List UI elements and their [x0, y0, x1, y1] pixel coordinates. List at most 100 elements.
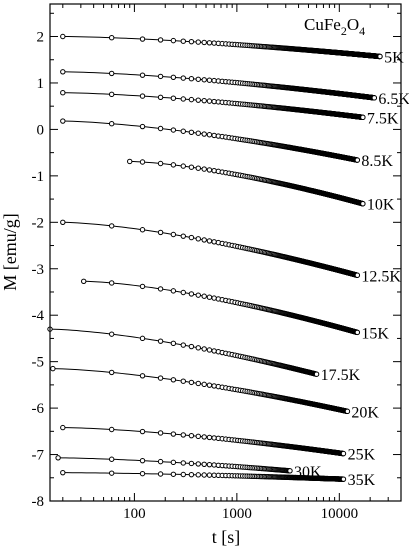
data-point [180, 378, 186, 384]
data-point [157, 160, 164, 167]
data-point [108, 456, 115, 462]
data-point [60, 90, 66, 96]
data-point [170, 471, 177, 477]
y-tick-label: 2 [37, 30, 45, 46]
data-point [195, 345, 201, 351]
data-point [108, 120, 115, 127]
data-point [206, 294, 213, 300]
data-point [201, 237, 207, 243]
data-point [211, 239, 217, 245]
series-label: 20K [351, 404, 379, 421]
data-point [127, 158, 133, 165]
data-point [108, 331, 115, 337]
data-point [188, 379, 195, 386]
data-point [211, 295, 217, 301]
data-point [206, 167, 213, 173]
data-point [340, 476, 347, 482]
data-point [201, 346, 207, 352]
data-point [170, 431, 177, 437]
series-8.5K: 8.5K [60, 118, 393, 170]
data-point [139, 123, 146, 130]
data-point [139, 72, 146, 78]
series-35K: 35K [60, 469, 376, 489]
data-point [206, 77, 213, 83]
series-label: 5K [384, 50, 404, 67]
data-point [180, 342, 186, 348]
data-point [195, 130, 201, 136]
data-point [157, 37, 164, 43]
data-point [188, 96, 195, 103]
data-point [108, 369, 115, 376]
data-point [195, 76, 201, 82]
data-point [188, 291, 195, 297]
data-point [211, 348, 217, 354]
data-point [108, 70, 115, 77]
data-point [139, 428, 146, 435]
y-tick-label: -8 [32, 494, 45, 510]
series-label: 35K [348, 472, 376, 489]
data-point [60, 219, 66, 226]
data-point [157, 338, 164, 344]
data-point [188, 129, 195, 136]
data-point [360, 201, 366, 207]
data-point [201, 131, 207, 137]
data-point [206, 461, 213, 468]
data-point [170, 459, 177, 466]
series-label: 17.5K [321, 367, 361, 384]
data-point [60, 118, 66, 124]
series-label: 25K [348, 447, 376, 464]
data-point [211, 98, 217, 105]
series-label: 12.5K [361, 268, 401, 285]
data-point [195, 380, 201, 387]
data-point [108, 35, 115, 41]
data-point [170, 95, 177, 101]
data-point [108, 426, 115, 433]
data-point [157, 375, 164, 381]
series-label: 7.5K [367, 110, 399, 127]
data-point [157, 229, 164, 236]
data-point [211, 167, 217, 174]
y-tick-label: -7 [32, 448, 45, 464]
data-point [211, 383, 217, 389]
data-point [180, 128, 186, 134]
series-line [52, 368, 348, 412]
series-label: 10K [367, 197, 395, 214]
y-tick-label: -1 [32, 169, 45, 185]
data-point [211, 435, 217, 441]
series-line [83, 280, 358, 333]
data-point [60, 33, 66, 40]
data-point [170, 74, 177, 81]
x-tick-label: 10000 [321, 506, 359, 522]
y-tick-label: -4 [32, 308, 45, 324]
data-point [170, 340, 177, 347]
series-label: 8.5K [361, 153, 393, 170]
data-point [180, 471, 186, 478]
data-point [139, 93, 146, 99]
data-point [157, 458, 164, 465]
data-point [195, 236, 201, 242]
series-5K: 5K [60, 33, 404, 67]
data-point [287, 468, 293, 474]
data-point [188, 164, 195, 170]
series-line [62, 221, 358, 276]
series-label: 6.5K [378, 91, 409, 108]
series-15K: 15K [81, 278, 389, 342]
data-point [201, 39, 207, 46]
data-point [157, 94, 164, 100]
data-point [188, 432, 195, 439]
data-point [139, 283, 146, 290]
data-point [170, 127, 177, 133]
y-tick-label: -6 [32, 401, 45, 417]
data-point [201, 77, 207, 83]
data-point [201, 97, 207, 104]
data-point [139, 470, 146, 477]
data-point [157, 430, 164, 436]
data-point [206, 382, 213, 388]
data-point [188, 343, 195, 350]
data-point [206, 132, 213, 138]
data-point [139, 36, 146, 42]
data-point [81, 278, 87, 284]
series-line [129, 160, 364, 205]
data-point [195, 292, 201, 298]
data-point [50, 365, 56, 372]
